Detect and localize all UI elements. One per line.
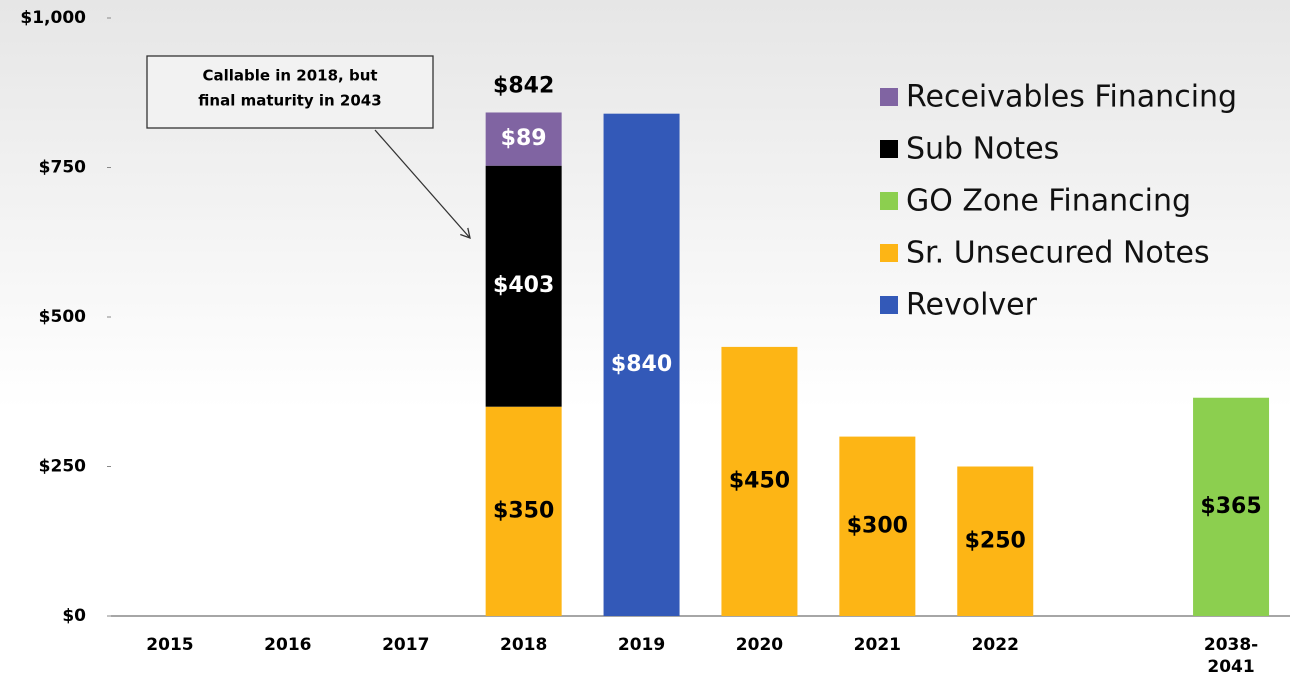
bar-segment xyxy=(485,112,562,166)
legend-label: Sr. Unsecured Notes xyxy=(906,236,1210,271)
legend-label: Sub Notes xyxy=(906,132,1059,167)
x-tick-label: 2015 xyxy=(146,635,193,655)
annotation: final maturity in 2043 xyxy=(198,92,381,110)
y-tick-label: $0 xyxy=(62,606,86,626)
x-tick-label: 2021 xyxy=(854,635,901,655)
bar-segment xyxy=(839,436,916,616)
data-label: $403 xyxy=(493,273,554,298)
annotation-box xyxy=(146,55,434,129)
legend-swatch xyxy=(880,88,898,106)
y-tick-label: $1,000 xyxy=(20,8,86,28)
legend-label: GO Zone Financing xyxy=(906,184,1191,219)
annotation-arrow xyxy=(374,129,471,240)
x-tick-label: 2038-2041 xyxy=(1204,635,1258,677)
y-tick-label: $250 xyxy=(39,457,86,477)
legend-label: Receivables Financing xyxy=(906,80,1237,115)
data-label: $450 xyxy=(729,468,790,493)
data-label: $250 xyxy=(965,528,1026,553)
x-tick-label: 2022 xyxy=(972,635,1019,655)
x-tick-label-line: 2041 xyxy=(1207,657,1254,677)
total-label: $842 xyxy=(493,73,554,98)
bar-segment xyxy=(721,346,798,616)
legend-swatch xyxy=(880,296,898,314)
data-label: $840 xyxy=(611,352,672,377)
annotation: Callable in 2018, but xyxy=(202,67,377,85)
x-tick-label: 2016 xyxy=(264,635,311,655)
y-tick-label: $750 xyxy=(39,158,86,178)
bar-segment xyxy=(1193,397,1270,616)
data-label: $300 xyxy=(847,513,908,538)
x-tick-label: 2017 xyxy=(382,635,429,655)
x-tick-label-line: 2038- xyxy=(1204,635,1258,655)
bar-segment xyxy=(485,165,562,407)
x-tick-label: 2018 xyxy=(500,635,547,655)
bar-segment xyxy=(603,113,680,617)
bar-segment xyxy=(957,466,1034,616)
data-label: $350 xyxy=(493,498,554,523)
legend-swatch xyxy=(880,140,898,158)
legend-swatch xyxy=(880,244,898,262)
x-tick-label: 2020 xyxy=(736,635,783,655)
y-tick-label: $500 xyxy=(39,307,86,327)
x-tick-label: 2019 xyxy=(618,635,665,655)
bar-segment xyxy=(485,406,562,616)
data-label: $89 xyxy=(501,126,547,151)
legend-swatch xyxy=(880,192,898,210)
legend-label: Revolver xyxy=(906,288,1038,323)
data-label: $365 xyxy=(1200,494,1261,519)
